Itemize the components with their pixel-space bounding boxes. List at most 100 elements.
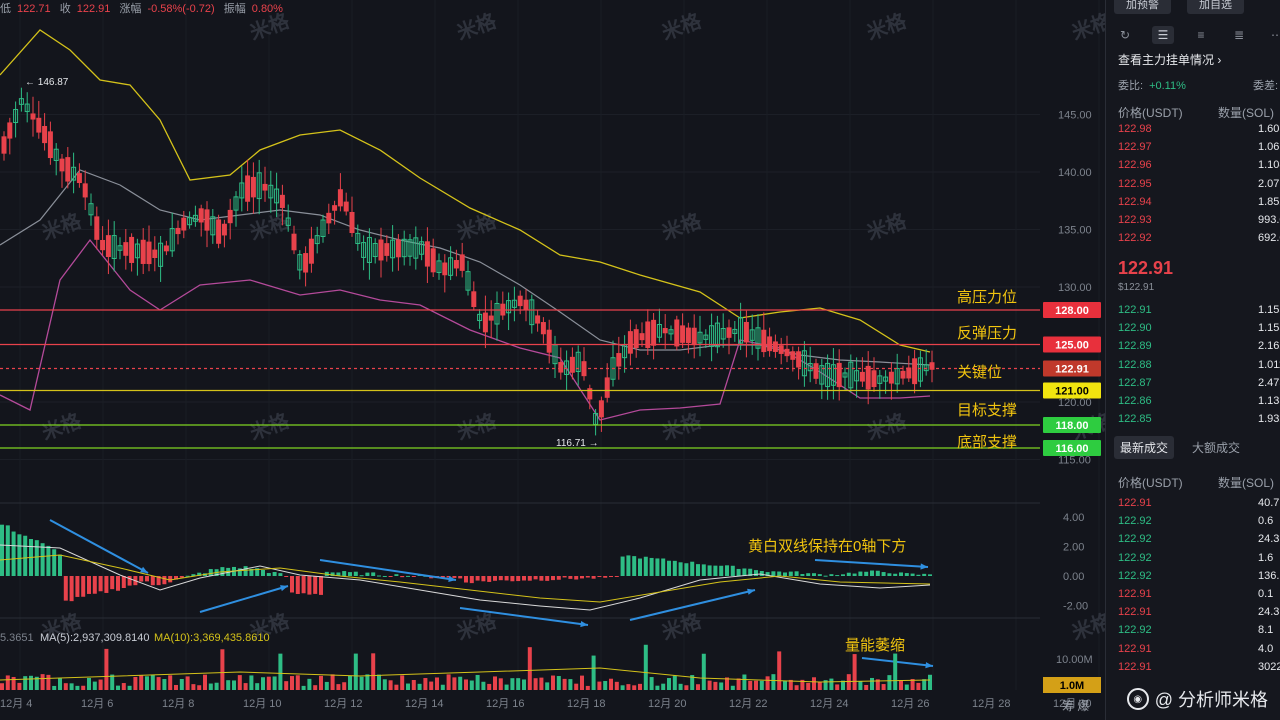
orderbook-row[interactable]: 122.92 136.1 xyxy=(1118,567,1280,585)
orderbook-row[interactable]: 122.93 993.0 xyxy=(1118,211,1280,229)
volume-bar xyxy=(846,674,851,690)
orderbook-row[interactable]: 122.91 24.3 xyxy=(1118,603,1280,621)
orderbook-row[interactable]: 122.94 1.852 xyxy=(1118,193,1280,211)
row-qty: 0.1 xyxy=(1258,587,1274,600)
volume-bar xyxy=(916,682,921,690)
macd-bar xyxy=(800,574,805,576)
candle-body xyxy=(88,203,94,216)
macd-bar xyxy=(75,576,80,597)
macd-bar xyxy=(452,576,457,578)
orderbook-row[interactable]: 122.92 8.1 xyxy=(1118,621,1280,639)
macd-bar xyxy=(568,576,573,579)
candle-body xyxy=(639,333,645,341)
volume-bar xyxy=(255,683,260,690)
orderbook-row[interactable]: 122.85 1.932 xyxy=(1118,410,1280,428)
orderbook-row[interactable]: 122.87 2.473 xyxy=(1118,374,1280,392)
add-alert-button[interactable]: 加预警 xyxy=(1114,0,1171,14)
macd-bar xyxy=(603,576,608,578)
candle-body xyxy=(616,353,622,367)
low-value: 122.71 xyxy=(17,3,51,15)
volume-marker-label: 1.0M xyxy=(1060,680,1084,692)
volume-bar xyxy=(156,677,161,690)
macd-bar xyxy=(527,576,532,581)
orderbook-row[interactable]: 122.91 1.155 xyxy=(1118,301,1280,319)
order-ratio: 委比: +0.11% 委差: xyxy=(1118,77,1280,93)
orderbook-row[interactable]: 122.86 1.133 xyxy=(1118,392,1280,410)
high-point-label: ← 146.87 xyxy=(25,77,69,88)
orderbook-row[interactable]: 122.91 4.0 xyxy=(1118,640,1280,658)
watermark-text: 米格 xyxy=(454,208,501,245)
macd-bar xyxy=(730,565,735,576)
orderbook-row[interactable]: 122.97 1.061 xyxy=(1118,138,1280,156)
orderbook-row[interactable]: 122.91 3022 xyxy=(1118,658,1280,676)
macd-bar xyxy=(319,576,323,595)
row-price: 122.92 xyxy=(1118,515,1152,528)
candle-body xyxy=(761,329,767,353)
macd-bar xyxy=(591,576,596,579)
candle-body xyxy=(691,327,697,346)
candle-body xyxy=(627,331,633,354)
macd-bar xyxy=(870,570,874,576)
orderbook-row[interactable]: 122.88 1.011 xyxy=(1118,356,1280,374)
volume-bar xyxy=(382,679,387,690)
volume-bar xyxy=(626,684,631,690)
ratio-value: +0.11% xyxy=(1149,80,1186,92)
macd-bar xyxy=(516,576,521,582)
refresh-icon[interactable]: ↻ xyxy=(1119,28,1131,42)
tab-latest-trades[interactable]: 最新成交 xyxy=(1114,436,1175,459)
volume-bar xyxy=(858,681,863,690)
orderbook-title-link[interactable]: 查看主力挂单情况 › xyxy=(1118,51,1221,68)
orderbook-row[interactable]: 122.96 1.108 xyxy=(1118,156,1280,174)
macd-bar xyxy=(864,571,869,576)
orderbook-row[interactable]: 122.92 0.6 xyxy=(1118,512,1280,530)
row-qty: 1.108 xyxy=(1258,159,1280,172)
volume-bar xyxy=(261,677,265,690)
price-level-marker xyxy=(1043,417,1101,433)
tab-large-trades[interactable]: 大额成交 xyxy=(1192,441,1241,455)
orderbook-bids-icon[interactable]: ≣ xyxy=(1233,28,1245,42)
volume-bar xyxy=(162,679,167,690)
macd-bar xyxy=(17,534,22,576)
orderbook-row[interactable]: 122.92 1.6 xyxy=(1118,549,1280,567)
macd-bar xyxy=(788,571,793,576)
orderbook-row[interactable]: 122.91 0.1 xyxy=(1118,585,1280,603)
orderbook-row[interactable]: 122.91 40.7 xyxy=(1118,494,1280,512)
candle-body xyxy=(685,327,691,343)
candle-body xyxy=(279,194,285,208)
orderbook-row[interactable]: 122.92 24.3 xyxy=(1118,530,1280,548)
orderbook-row[interactable]: 122.90 1.153 xyxy=(1118,319,1280,337)
macd-bar xyxy=(777,571,782,576)
macd-bar xyxy=(191,574,196,576)
orderbook-row[interactable]: 122.98 1.601 xyxy=(1118,120,1280,138)
candle-body xyxy=(424,241,430,267)
volume-bar xyxy=(777,651,782,690)
menu-icon[interactable]: ⋯ xyxy=(1266,26,1280,44)
candle-body xyxy=(755,327,761,349)
orderbook-row[interactable]: 122.95 2.071 xyxy=(1118,175,1280,193)
candle-body xyxy=(796,351,802,368)
orderbook-row[interactable]: 122.89 2.162 xyxy=(1118,337,1280,355)
volume-ma10-label: MA(10):3,369,435.8610 xyxy=(154,632,270,644)
macd-bar xyxy=(812,573,816,576)
candle-body xyxy=(42,125,48,144)
ratio-label: 委比: xyxy=(1118,80,1144,92)
trend-arrow xyxy=(814,559,929,568)
macd-bar xyxy=(156,576,161,586)
volume-bar xyxy=(887,675,892,690)
watermark-text: 米格 xyxy=(659,608,706,645)
orderbook-both-icon[interactable]: ☰ xyxy=(1152,26,1174,44)
x-axis-tick: 12月 8 xyxy=(162,698,194,710)
row-price: 122.94 xyxy=(1118,195,1152,208)
macd-bar xyxy=(377,575,381,577)
trend-arrow xyxy=(629,589,756,621)
volume-bar xyxy=(539,677,544,690)
volume-bar xyxy=(498,678,503,690)
orderbook-asks-icon[interactable]: ≡ xyxy=(1197,28,1205,42)
orderbook-row[interactable]: 122.92 692.0 xyxy=(1118,229,1280,247)
volume-bar xyxy=(232,680,236,690)
add-watchlist-button[interactable]: 加自选 xyxy=(1187,0,1244,14)
chart-area[interactable]: 米格 米格 米格 米格 米格 米格 米格 米格 米格 米格 米格 米格 米格 米格 米格 米格 米格 米格 米格 米格… xyxy=(0,0,1105,720)
macd-bar xyxy=(365,572,370,576)
candle-body xyxy=(117,245,123,251)
